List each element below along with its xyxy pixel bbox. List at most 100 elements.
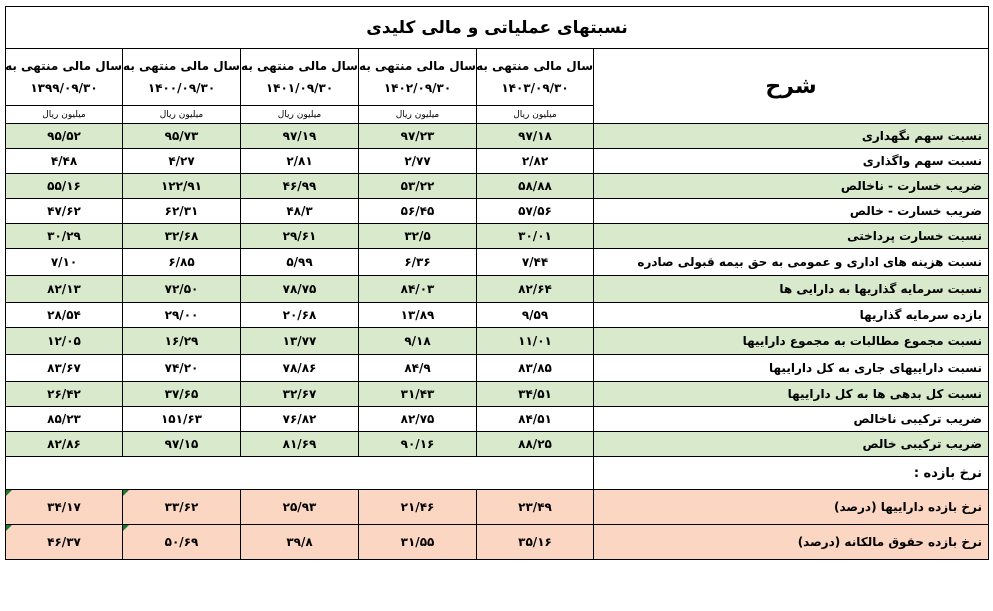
row-value: ۸۳/۸۵ xyxy=(476,354,594,382)
row-description: نسبت داراییهای جاری به کل داراییها xyxy=(593,354,989,382)
yield-description: نرخ بازده داراییها (درصد) xyxy=(593,489,989,525)
year-header-label: سال مالی منتهی به xyxy=(359,59,476,73)
yield-value: ۲۱/۴۶ xyxy=(358,489,477,525)
table-row: ضریب ترکیبی ناخالص ۸۴/۵۱ ۸۲/۷۵ ۷۶/۸۲ ۱۵۱/۶۳ ۸… xyxy=(5,406,989,432)
year-header-1401: سال مالی منتهی به ۱۴۰۱/۰۹/۳۰ xyxy=(240,48,359,106)
row-description: ضریب خسارت - خالص xyxy=(593,198,989,224)
row-value: ۷۶/۸۲ xyxy=(240,406,359,432)
yield-value: ۳۴/۱۷ xyxy=(5,489,123,525)
table-row: نسبت داراییهای جاری به کل داراییها ۸۳/۸۵ ۸… xyxy=(5,354,989,382)
row-description: ضریب ترکیبی خالص xyxy=(593,431,989,457)
row-value: ۸۲/۸۶ xyxy=(5,431,123,457)
table-row: ضریب خسارت - ناخالص ۵۸/۸۸ ۵۳/۲۲ ۴۶/۹۹ ۱۲۲/۹۱… xyxy=(5,173,989,199)
row-value: ۸۲/۷۵ xyxy=(358,406,477,432)
yield-section-label: نرخ بازده : xyxy=(593,456,989,490)
yield-row: نرخ بازده حقوق مالکانه (درصد) ۳۵/۱۶ ۳۱/۵۵ ۳… xyxy=(5,524,989,560)
row-value: ۸۲/۶۴ xyxy=(476,275,594,303)
row-value: ۳۷/۶۵ xyxy=(122,381,241,407)
year-header-label: سال مالی منتهی به xyxy=(476,59,593,73)
row-value: ۸۴/۰۳ xyxy=(358,275,477,303)
row-value: ۷/۱۰ xyxy=(5,248,123,276)
ratios-sheet: نسبتهای عملیاتی و مالی کلیدی شرح سال مال… xyxy=(5,6,989,608)
unit-label: میلیون ریال xyxy=(358,105,477,124)
row-value: ۲۸/۵۴ xyxy=(5,302,123,328)
row-value: ۷/۴۴ xyxy=(476,248,594,276)
table-row: ضریب خسارت - خالص ۵۷/۵۶ ۵۶/۴۵ ۴۸/۳ ۶۲/۳۱ ۴۷/۶… xyxy=(5,198,989,224)
year-header-date: ۱۴۰۳/۰۹/۳۰ xyxy=(501,81,569,95)
year-header-date: ۱۴۰۲/۰۹/۳۰ xyxy=(383,81,452,95)
unit-label: میلیون ریال xyxy=(122,105,241,124)
year-header-1399: سال مالی منتهی به ۱۳۹۹/۰۹/۳۰ xyxy=(5,48,123,106)
year-header-1400: سال مالی منتهی به ۱۴۰۰/۰۹/۳۰ xyxy=(122,48,241,106)
row-value: ۵۶/۴۵ xyxy=(358,198,477,224)
row-description: نسبت هزینه های اداری و عمومی به حق بیمه … xyxy=(593,248,989,276)
row-value: ۹/۵۹ xyxy=(476,302,594,328)
table-row: نسبت هزینه های اداری و عمومی به حق بیمه … xyxy=(5,248,989,276)
row-value: ۹/۱۸ xyxy=(358,327,477,355)
year-header-date: ۱۳۹۹/۰۹/۳۰ xyxy=(30,81,98,95)
description-header: شرح xyxy=(593,48,989,124)
section-blank xyxy=(5,456,594,490)
row-value: ۵۵/۱۶ xyxy=(5,173,123,199)
row-description: نسبت مجموع مطالبات به مجموع داراییها xyxy=(593,327,989,355)
row-value: ۷۴/۲۰ xyxy=(122,354,241,382)
row-value: ۹۵/۷۳ xyxy=(122,123,241,149)
row-value: ۸۵/۲۳ xyxy=(5,406,123,432)
yield-value: ۳۹/۸ xyxy=(240,524,359,560)
unit-label: میلیون ریال xyxy=(240,105,359,124)
row-value: ۸۴/۹ xyxy=(358,354,477,382)
row-value: ۱۵۱/۶۳ xyxy=(122,406,241,432)
yield-value: ۳۵/۱۶ xyxy=(476,524,594,560)
row-description: ضریب ترکیبی ناخالص xyxy=(593,406,989,432)
row-value: ۲۰/۶۸ xyxy=(240,302,359,328)
year-header-date: ۱۴۰۱/۰۹/۳۰ xyxy=(265,81,334,95)
row-value: ۲/۸۱ xyxy=(240,148,359,174)
table-row: نسبت کل بدهی ها به کل داراییها ۳۴/۵۱ ۳۱/۴۳… xyxy=(5,381,989,407)
row-value: ۶/۳۶ xyxy=(358,248,477,276)
row-description: نسبت سهم نگهداری xyxy=(593,123,989,149)
row-value: ۴/۴۸ xyxy=(5,148,123,174)
table-row: نسبت سرمایه گذاریها به دارایی ها ۸۲/۶۴ ۸۴/… xyxy=(5,275,989,303)
yield-value: ۲۵/۹۳ xyxy=(240,489,359,525)
row-value: ۲/۷۷ xyxy=(358,148,477,174)
row-value: ۴/۲۷ xyxy=(122,148,241,174)
table-row: ضریب ترکیبی خالص ۸۸/۲۵ ۹۰/۱۶ ۸۱/۶۹ ۹۷/۱۵ ۸۲/۸… xyxy=(5,431,989,457)
row-value: ۲۹/۶۱ xyxy=(240,223,359,249)
row-value: ۵۷/۵۶ xyxy=(476,198,594,224)
row-value: ۱۳/۷۷ xyxy=(240,327,359,355)
row-description: ضریب خسارت - ناخالص xyxy=(593,173,989,199)
row-value: ۱۱/۰۱ xyxy=(476,327,594,355)
row-description: بازده سرمایه گذاریها xyxy=(593,302,989,328)
yield-value: ۳۳/۶۲ xyxy=(122,489,241,525)
row-value: ۳۲/۶۸ xyxy=(122,223,241,249)
table-title: نسبتهای عملیاتی و مالی کلیدی xyxy=(5,6,989,49)
yield-description: نرخ بازده حقوق مالکانه (درصد) xyxy=(593,524,989,560)
unit-label: میلیون ریال xyxy=(5,105,123,124)
row-value: ۴۶/۹۹ xyxy=(240,173,359,199)
row-value: ۶/۸۵ xyxy=(122,248,241,276)
row-value: ۲۶/۴۲ xyxy=(5,381,123,407)
row-value: ۹۷/۱۸ xyxy=(476,123,594,149)
table-row: نسبت سهم واگذاری ۲/۸۲ ۲/۷۷ ۲/۸۱ ۴/۲۷ ۴/۴۸ xyxy=(5,148,989,174)
row-value: ۸۴/۵۱ xyxy=(476,406,594,432)
row-value: ۳۴/۵۱ xyxy=(476,381,594,407)
year-header-1403: سال مالی منتهی به ۱۴۰۳/۰۹/۳۰ xyxy=(476,48,594,106)
row-value: ۲/۸۲ xyxy=(476,148,594,174)
row-value: ۹۷/۲۳ xyxy=(358,123,477,149)
row-value: ۱۶/۲۹ xyxy=(122,327,241,355)
row-value: ۹۷/۱۹ xyxy=(240,123,359,149)
row-description: نسبت کل بدهی ها به کل داراییها xyxy=(593,381,989,407)
row-value: ۹۷/۱۵ xyxy=(122,431,241,457)
table-row: نسبت مجموع مطالبات به مجموع داراییها ۱۱/۰… xyxy=(5,327,989,355)
table-row: نسبت خسارت پرداختی ۳۰/۰۱ ۳۲/۵ ۲۹/۶۱ ۳۲/۶۸ ۳۰/… xyxy=(5,223,989,249)
row-value: ۵۳/۲۲ xyxy=(358,173,477,199)
row-value: ۹۰/۱۶ xyxy=(358,431,477,457)
row-value: ۷۸/۸۶ xyxy=(240,354,359,382)
row-value: ۸۳/۶۷ xyxy=(5,354,123,382)
ratios-table: نسبتهای عملیاتی و مالی کلیدی شرح سال مال… xyxy=(5,6,989,560)
row-value: ۳۰/۲۹ xyxy=(5,223,123,249)
row-value: ۶۲/۳۱ xyxy=(122,198,241,224)
row-value: ۱۲۲/۹۱ xyxy=(122,173,241,199)
yield-row: نرخ بازده داراییها (درصد) ۲۳/۴۹ ۲۱/۴۶ ۲۵/۹۳… xyxy=(5,489,989,525)
row-value: ۷۲/۵۰ xyxy=(122,275,241,303)
